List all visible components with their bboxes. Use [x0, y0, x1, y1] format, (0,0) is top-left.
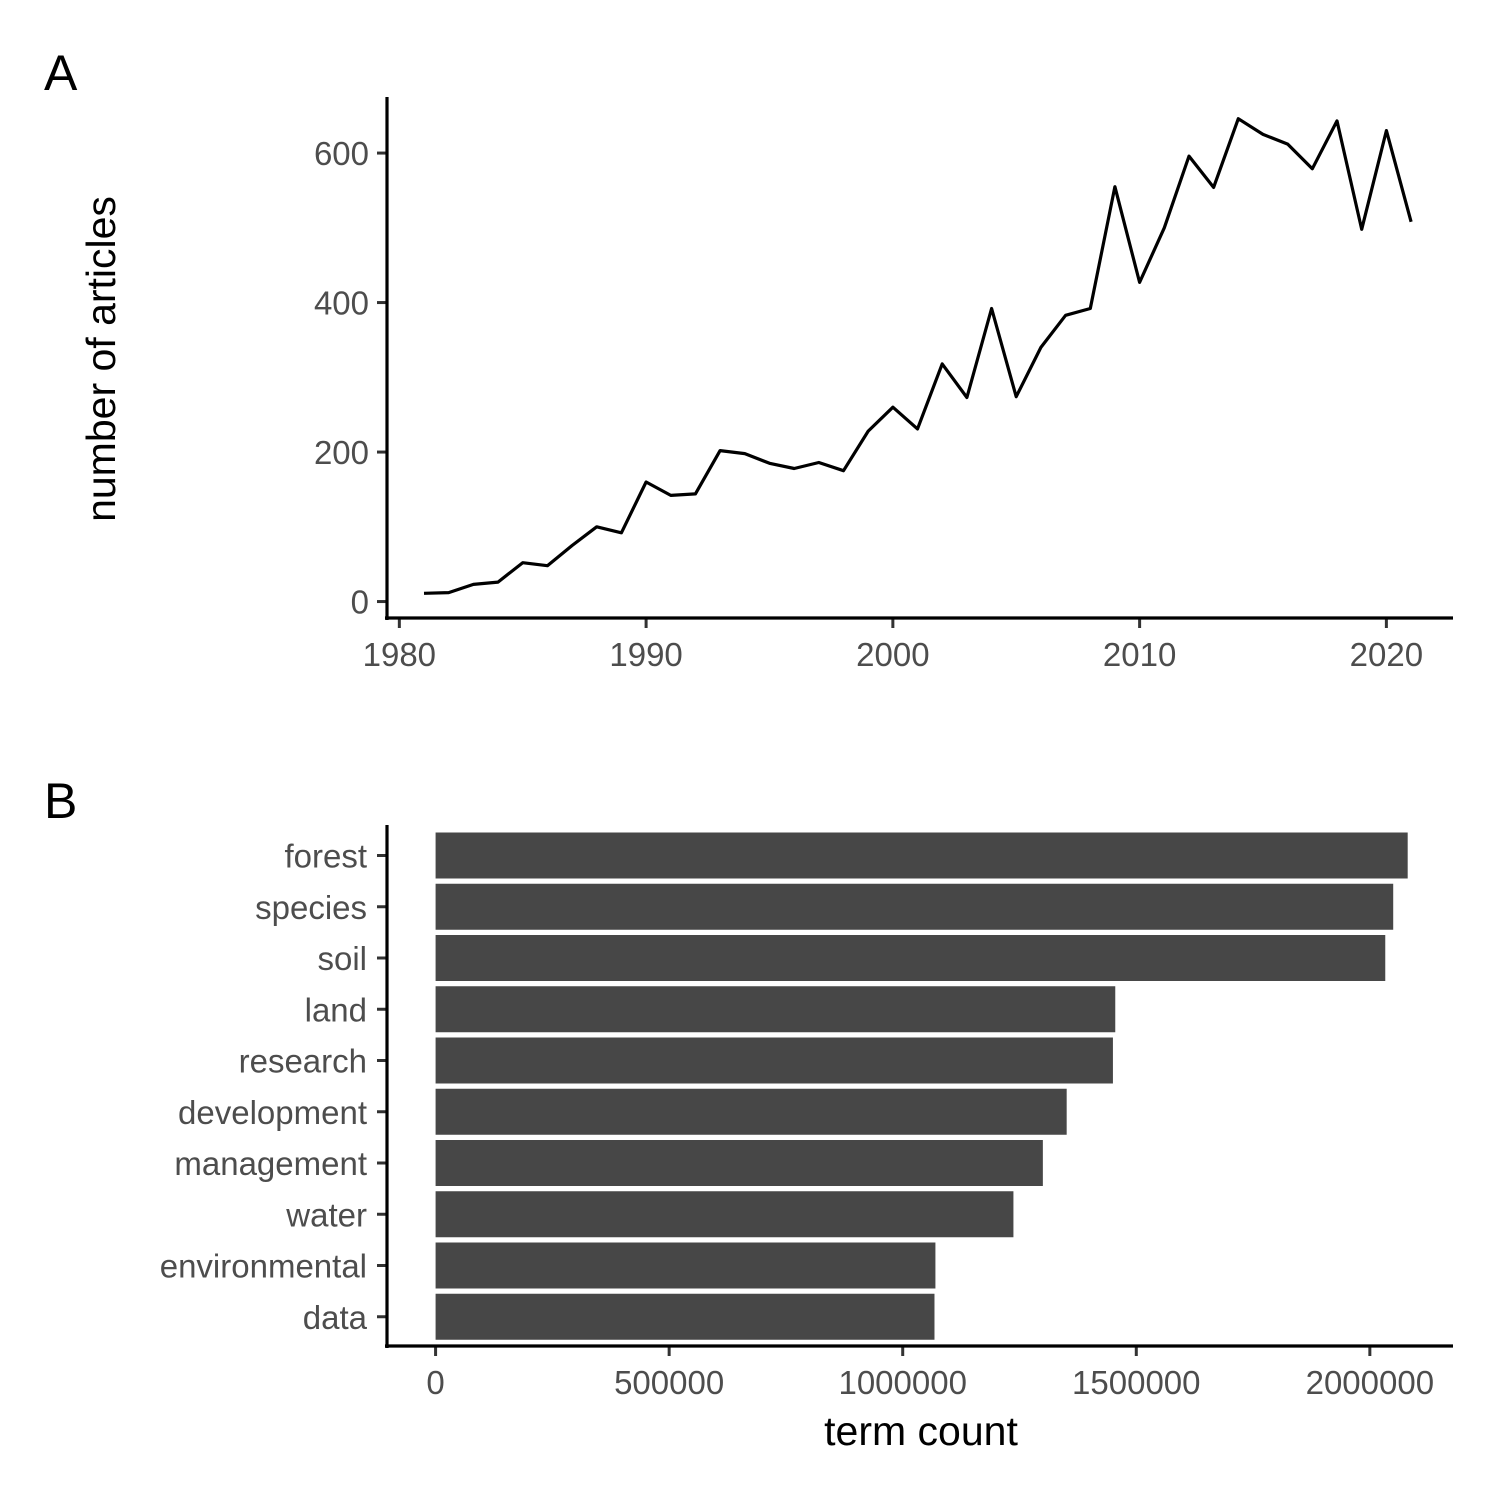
- bar-water: [435, 1191, 1014, 1238]
- bar-research: [435, 1037, 1113, 1084]
- panel-b-x-tick-label: 1500000: [1072, 1364, 1200, 1401]
- panel-a-x-tick-label: 1990: [609, 636, 682, 673]
- bar-environmental: [435, 1242, 936, 1289]
- panel-a: A number of articles 0 200 400 600 1980 1990…: [44, 45, 1453, 673]
- bar-data: [435, 1293, 935, 1340]
- panel-b-x-tick-label: 2000000: [1306, 1364, 1434, 1401]
- panel-b-bars: [435, 832, 1408, 1340]
- bar-land: [435, 986, 1116, 1033]
- category-label-soil: soil: [317, 940, 367, 977]
- panel-b-label: B: [44, 773, 77, 829]
- bar-species: [435, 883, 1394, 930]
- panel-a-y-tick-label: 600: [314, 135, 369, 172]
- category-label-development: development: [178, 1094, 367, 1131]
- panel-b-x-tick-label: 1000000: [838, 1364, 966, 1401]
- panel-a-y-tick-label: 200: [314, 434, 369, 471]
- panel-a-data-points: [424, 118, 1412, 594]
- category-label-research: research: [239, 1043, 367, 1080]
- bar-forest: [435, 832, 1408, 879]
- category-label-environmental: environmental: [160, 1248, 367, 1285]
- bar-development: [435, 1088, 1067, 1135]
- panel-a-y-axis-title: number of articles: [78, 196, 124, 522]
- panel-b: B forest species soil land research developme…: [44, 773, 1453, 1454]
- panel-a-x-tick-label: 2020: [1350, 636, 1423, 673]
- panel-a-x-ticks: 1980 1990 2000 2010 2020: [363, 618, 1423, 673]
- category-label-management: management: [174, 1145, 367, 1182]
- category-label-water: water: [285, 1196, 367, 1233]
- panel-a-y-tick-label: 400: [314, 285, 369, 322]
- panel-a-y-tick-label: 0: [351, 584, 369, 621]
- panel-a-x-tick-label: 1980: [363, 636, 436, 673]
- panel-a-label: A: [44, 45, 78, 101]
- panel-a-y-ticks: 0 200 400 600: [314, 135, 387, 621]
- panel-a-series-line: [423, 117, 1413, 595]
- panel-b-category-ticks: forest species soil land research development…: [160, 838, 387, 1336]
- panel-b-x-axis-title: term count: [824, 1408, 1018, 1454]
- category-label-land: land: [305, 991, 367, 1028]
- panel-b-x-ticks: 0 500000 1000000 1500000 2000000: [426, 1346, 1434, 1401]
- bar-soil: [435, 935, 1386, 981]
- category-label-data: data: [303, 1299, 368, 1336]
- panel-a-x-tick-label: 2010: [1103, 636, 1176, 673]
- panel-b-x-tick-label: 0: [426, 1364, 444, 1401]
- category-label-forest: forest: [284, 838, 367, 875]
- panel-a-x-tick-label: 2000: [856, 636, 929, 673]
- category-label-species: species: [255, 889, 367, 926]
- bar-management: [435, 1140, 1043, 1186]
- panel-b-x-tick-label: 500000: [614, 1364, 724, 1401]
